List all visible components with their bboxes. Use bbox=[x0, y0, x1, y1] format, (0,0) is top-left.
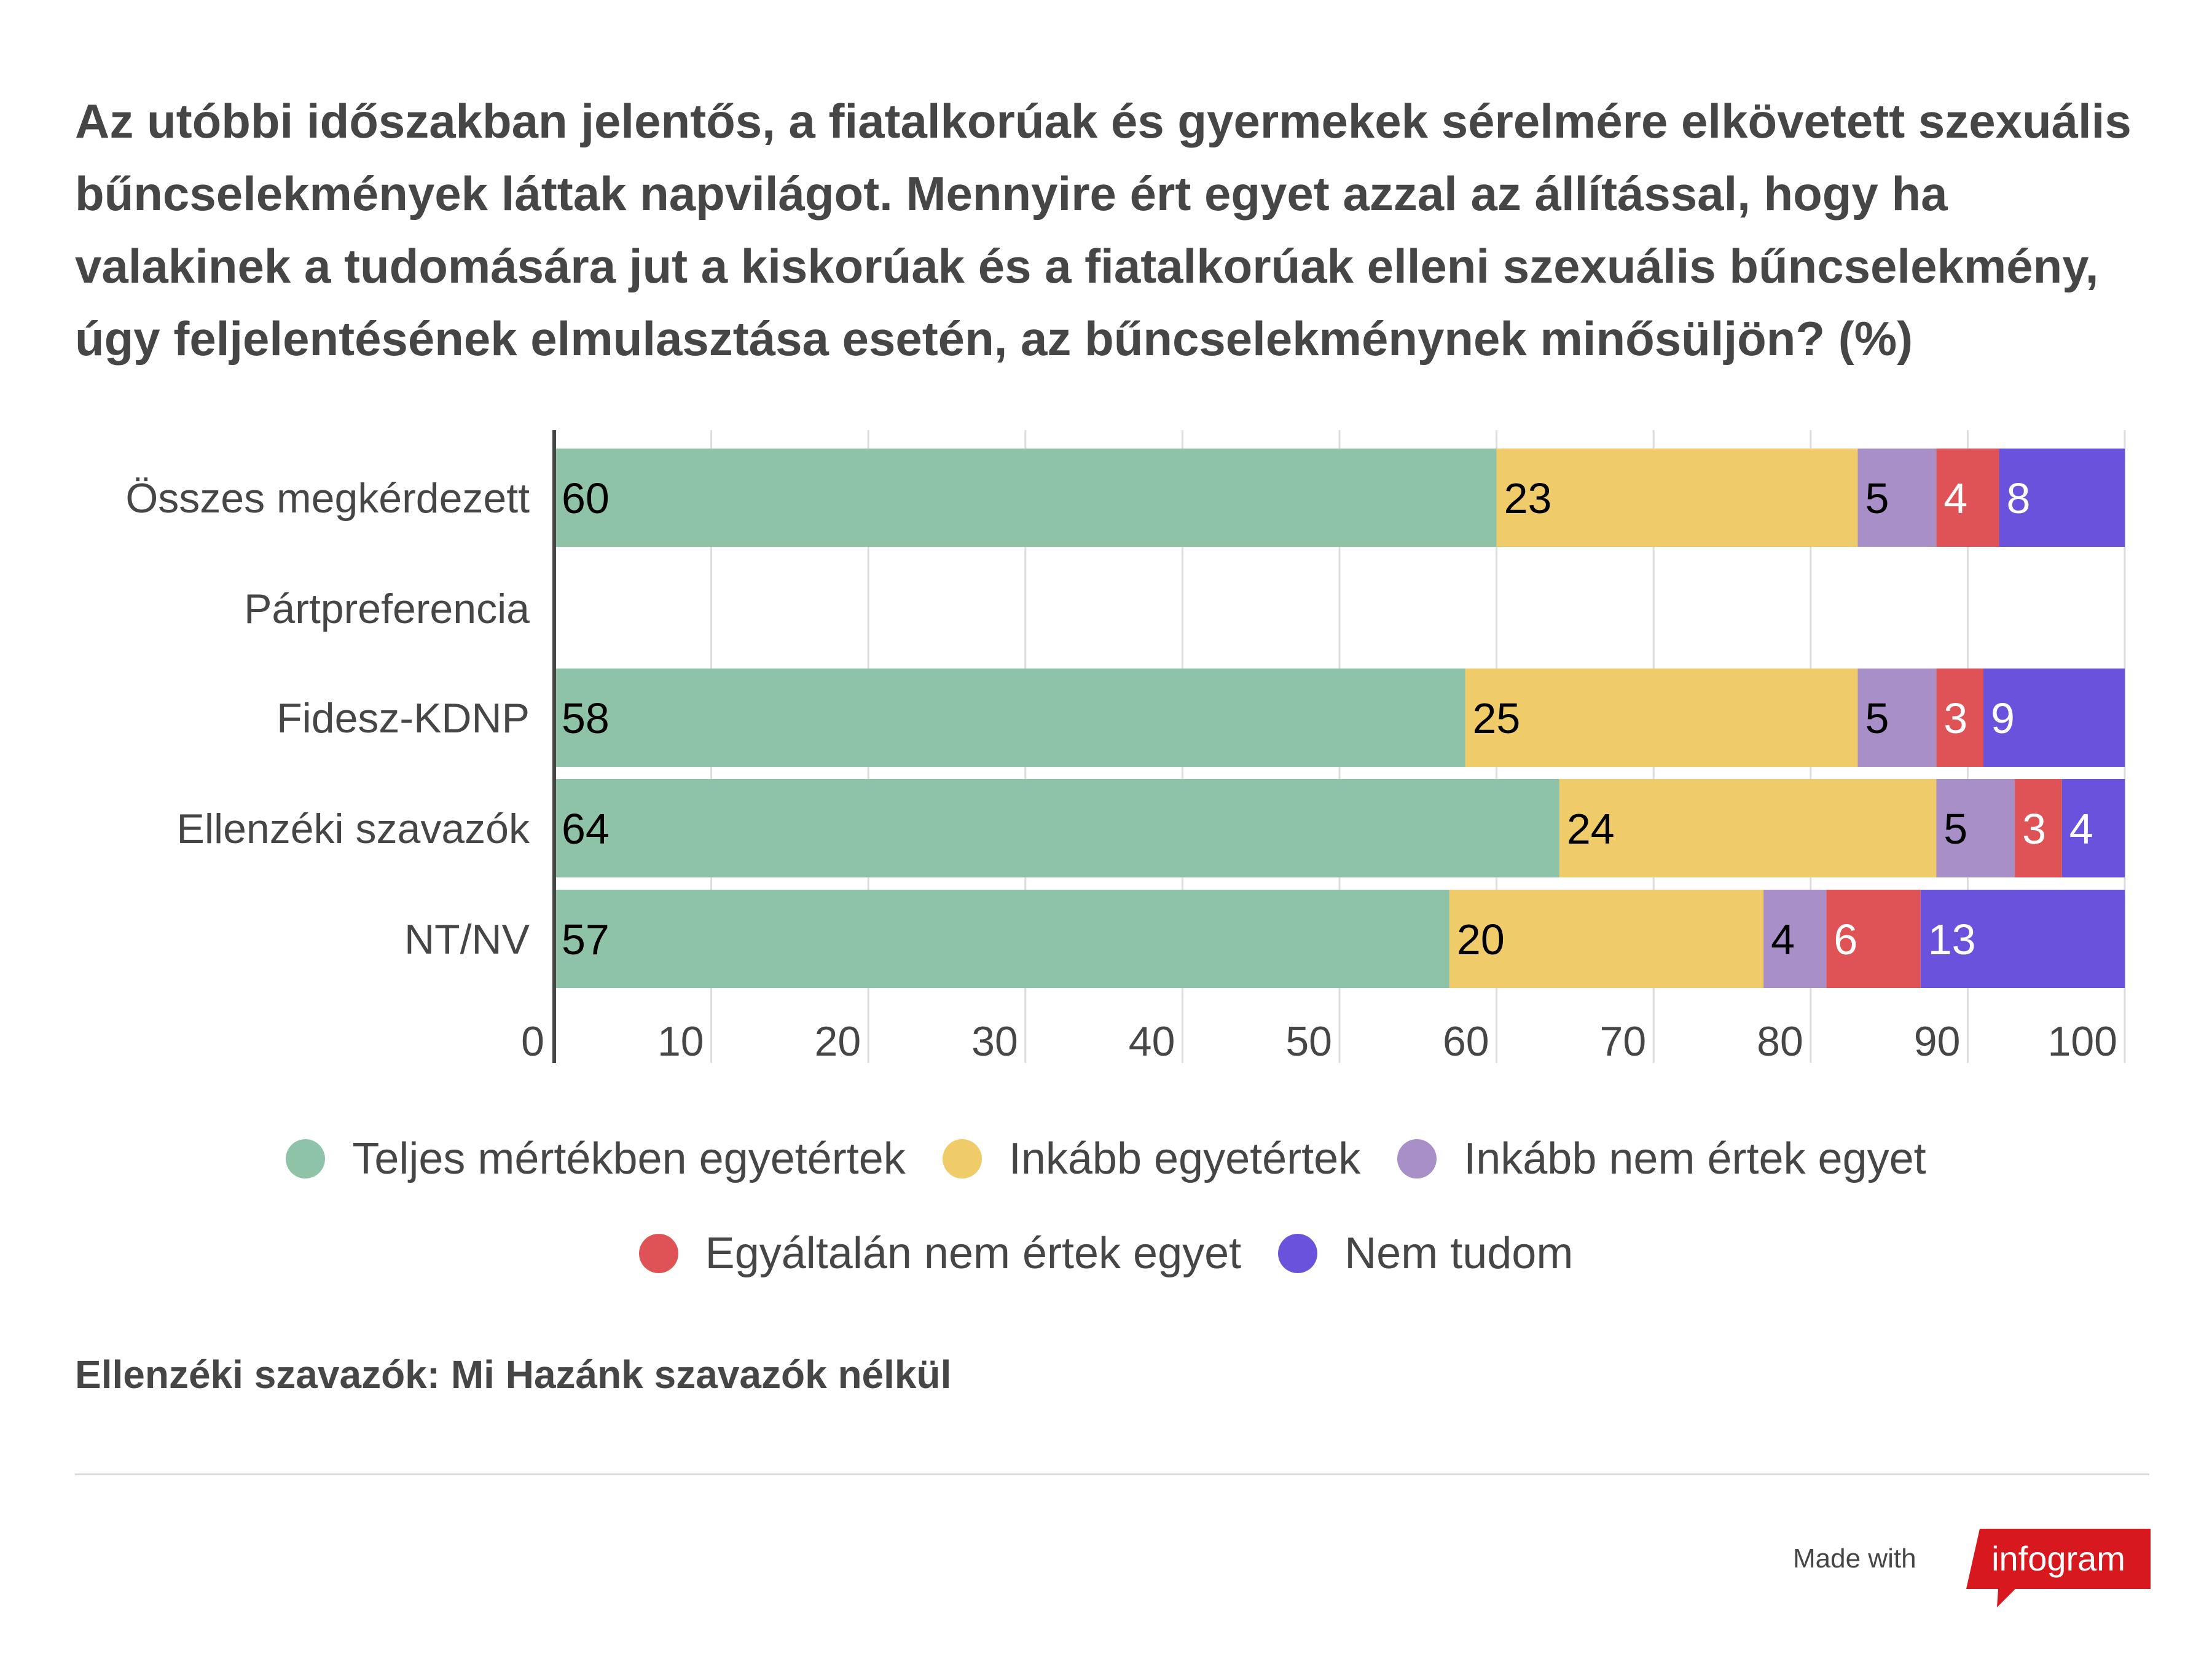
legend-label: Egyáltalán nem értek egyet bbox=[705, 1229, 1242, 1278]
category-label: NT/NV bbox=[404, 916, 530, 963]
bars: 60 23 5 4 858 25 5 3 964 24 5 3 457 20 4 6 13 bbox=[554, 449, 2125, 988]
x-tick-label: 60 bbox=[1443, 1018, 1489, 1065]
bar-segment bbox=[2061, 779, 2125, 877]
bar-segment bbox=[554, 779, 1559, 877]
category-label: Összes megkérdezett bbox=[125, 475, 530, 522]
bar-segment bbox=[1449, 890, 1764, 988]
bar-segment bbox=[1920, 890, 2125, 988]
bar-segment bbox=[1496, 449, 1858, 547]
legend-label: Inkább egyetértek bbox=[1008, 1134, 1361, 1183]
bar-segment bbox=[1983, 669, 2125, 767]
bar-value-label: 57 bbox=[562, 916, 610, 963]
x-tick-label: 20 bbox=[815, 1018, 861, 1065]
bar-segment bbox=[1763, 890, 1827, 988]
legend: Teljes mértékben egyetértek Inkább egyeté… bbox=[0, 1131, 2212, 1282]
bar-segment bbox=[1857, 669, 1937, 767]
bar-value-label: 5 bbox=[1865, 474, 1889, 522]
x-tick-label: 100 bbox=[2048, 1018, 2117, 1065]
infogram-logo-shape bbox=[1966, 1529, 2151, 1607]
bar-segment bbox=[554, 449, 1497, 547]
bar-value-label: 60 bbox=[562, 474, 610, 522]
bar-value-label: 25 bbox=[1472, 694, 1520, 742]
footnote: Ellenzéki szavazók: Mi Hazánk szavazók n… bbox=[75, 1352, 952, 1397]
x-tick-label: 30 bbox=[971, 1018, 1018, 1065]
infogram-logo-text: infogram bbox=[1991, 1539, 2125, 1578]
bar-segment bbox=[554, 669, 1465, 767]
legend-item[interactable]: Teljes mértékben egyetértek bbox=[286, 1131, 906, 1187]
legend-dot-icon bbox=[638, 1234, 678, 1273]
chart-title: Az utóbbi időszakban jelentős, a fiatalk… bbox=[75, 94, 2132, 366]
x-tick-label: 0 bbox=[521, 1018, 544, 1065]
bar-value-label: 23 bbox=[1504, 474, 1552, 522]
bar-segment bbox=[1936, 779, 2015, 877]
bar-value-label: 4 bbox=[1943, 474, 1967, 522]
x-axis-ticks: 0 10 20 30 40 50 60 70 80 90 100 bbox=[521, 1018, 2117, 1065]
bar-value-label: 20 bbox=[1457, 916, 1505, 963]
x-tick-label: 50 bbox=[1285, 1018, 1332, 1065]
bar-segment bbox=[1857, 449, 1937, 547]
x-tick-label: 70 bbox=[1600, 1018, 1647, 1065]
category-label: Pártpreferencia bbox=[244, 586, 530, 632]
bar-segment bbox=[2015, 779, 2062, 877]
bar-value-label: 3 bbox=[2022, 805, 2046, 853]
legend-label: Inkább nem értek egyet bbox=[1464, 1134, 1926, 1183]
legend-item[interactable]: Inkább egyetértek bbox=[942, 1131, 1361, 1187]
legend-item[interactable]: Egyáltalán nem értek egyet bbox=[638, 1225, 1242, 1282]
legend-label: Nem tudom bbox=[1344, 1229, 1574, 1278]
category-label: Fidesz-KDNP bbox=[276, 695, 530, 742]
category-label: Ellenzéki szavazók bbox=[177, 806, 530, 852]
bar-value-label: 8 bbox=[2007, 474, 2031, 522]
legend-dot-icon bbox=[942, 1139, 982, 1179]
bar-value-label: 13 bbox=[1928, 916, 1976, 963]
divider bbox=[75, 1473, 2149, 1475]
stacked-bar-chart: Összes megkérdezett Pártpreferencia Fidesz… bbox=[125, 430, 2126, 1065]
bar-segment bbox=[1999, 449, 2125, 547]
legend-dot-icon bbox=[1397, 1139, 1437, 1179]
made-with-text: Made with bbox=[1793, 1543, 1916, 1574]
bar-value-label: 4 bbox=[2069, 805, 2093, 853]
legend-item[interactable]: Inkább nem értek egyet bbox=[1397, 1131, 1926, 1187]
bar-value-label: 9 bbox=[1991, 694, 2015, 742]
bar-value-label: 64 bbox=[562, 805, 610, 853]
legend-dot-icon bbox=[286, 1139, 326, 1179]
bar-value-label: 6 bbox=[1834, 916, 1857, 963]
bar-value-label: 5 bbox=[1943, 805, 1967, 853]
bar-segment bbox=[1936, 449, 1999, 547]
x-tick-label: 10 bbox=[657, 1018, 704, 1065]
legend-label: Teljes mértékben egyetértek bbox=[352, 1134, 906, 1183]
x-tick-label: 90 bbox=[1914, 1018, 1961, 1065]
bar-segment bbox=[1559, 779, 1937, 877]
bar-value-label: 24 bbox=[1567, 805, 1615, 853]
bar-value-label: 4 bbox=[1771, 916, 1795, 963]
bar-segment bbox=[1465, 669, 1858, 767]
bar-segment bbox=[554, 890, 1449, 988]
x-tick-label: 40 bbox=[1129, 1018, 1175, 1065]
infogram-logo[interactable]: infogram bbox=[1966, 1529, 2151, 1615]
category-labels: Összes megkérdezett Pártpreferencia Fidesz… bbox=[125, 475, 530, 963]
x-tick-label: 80 bbox=[1757, 1018, 1803, 1065]
bar-segment bbox=[1826, 890, 1921, 988]
bar-value-label: 58 bbox=[562, 694, 610, 742]
bar-value-label: 3 bbox=[1943, 694, 1967, 742]
legend-item[interactable]: Nem tudom bbox=[1278, 1225, 1573, 1282]
bar-segment bbox=[1936, 669, 1983, 767]
legend-dot-icon bbox=[1278, 1234, 1318, 1273]
bar-value-label: 5 bbox=[1865, 694, 1889, 742]
